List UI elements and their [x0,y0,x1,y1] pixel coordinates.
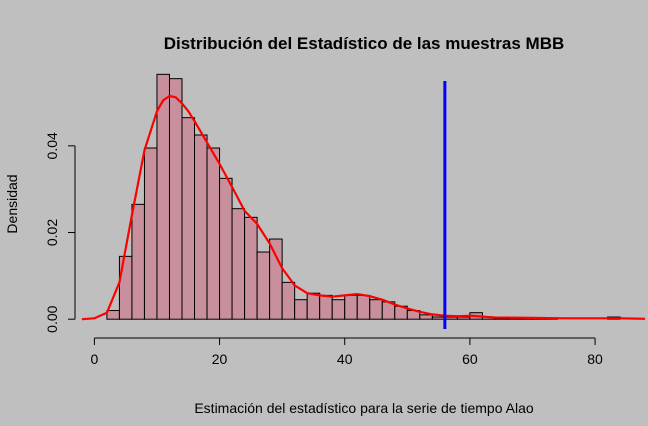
histogram-bar [294,299,308,320]
x-tick-label: 20 [212,351,228,367]
x-tick-label: 60 [462,351,478,367]
x-axis-label: Estimación del estadístico para la serie… [194,400,534,416]
histogram-bar [269,238,283,320]
histogram-bar [344,294,358,320]
histogram-bar [256,251,271,320]
histogram-bar [131,203,145,320]
histogram-bar [156,73,170,320]
histogram-bar [444,316,458,320]
histogram-bar [143,147,158,320]
histogram-bar [219,177,233,320]
x-tick-label: 0 [90,351,98,367]
histogram-bar [206,147,221,320]
chart-title: Distribución del Estadístico de las mues… [164,34,565,53]
histogram-bar [319,294,333,320]
histogram-bar [194,134,208,320]
y-tick-label: 0.00 [44,305,60,332]
density-curve-group [81,94,646,321]
histogram-bar [181,117,196,320]
histogram-bar [356,294,371,320]
y-axis-label: Densidad [4,174,20,233]
x-axis: 0 20 40 60 80 [90,337,603,367]
bars-group [106,73,621,320]
histogram-bar [419,314,433,320]
density-curve [81,94,646,321]
y-tick-label: 0.04 [44,132,60,159]
y-tick-label: 0.02 [44,219,60,246]
x-tick-label: 40 [337,351,353,367]
histogram-bar [168,78,183,320]
histogram-bar [306,292,321,320]
histogram-bar [331,299,346,320]
histogram-bar [456,316,471,320]
x-tick-label: 80 [587,351,603,367]
histogram-bar [369,299,383,320]
histogram-bar [244,216,258,320]
y-axis: 0.00 0.02 0.04 [44,132,76,333]
histogram-bar [281,281,296,320]
histogram-bar [431,316,446,320]
histogram-bar [118,255,133,320]
histogram-bar [231,208,246,320]
histogram-bar [106,310,120,320]
